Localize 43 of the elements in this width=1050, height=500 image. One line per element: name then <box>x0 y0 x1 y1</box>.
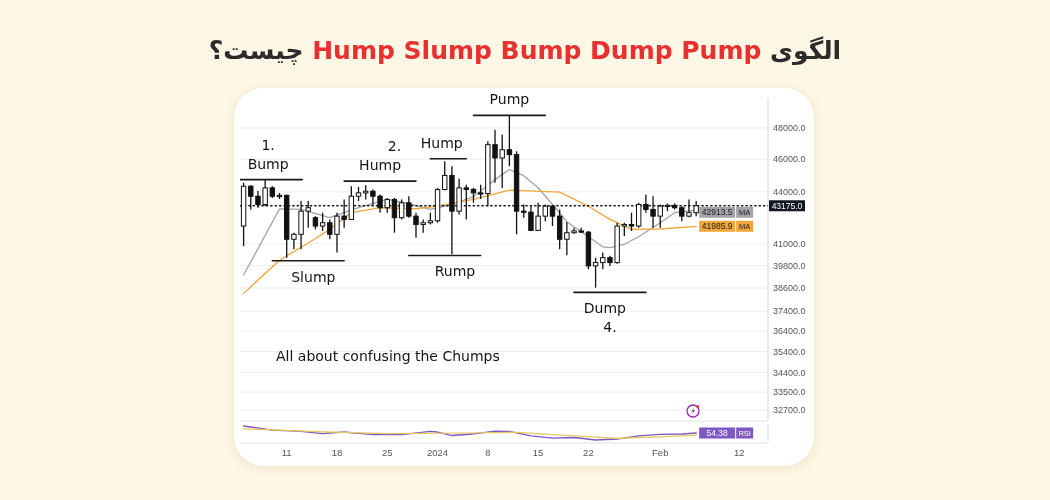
y-tick-label: 36400.0 <box>773 326 806 337</box>
ref-line-label: 43175.0 <box>771 200 803 211</box>
annotation: 54.38 <box>706 428 729 438</box>
annotation: All about confusing the Chumps <box>276 347 500 364</box>
annotation: Hump <box>359 157 402 174</box>
y-tick-label: 48000.0 <box>773 122 806 133</box>
candlestick <box>391 197 398 234</box>
y-tick-label: 33500.0 <box>773 387 806 398</box>
annotation: Dump <box>583 300 627 317</box>
x-tick-label: 18 <box>331 447 343 458</box>
y-tick-label: 37400.0 <box>773 306 806 317</box>
candlestick <box>549 204 556 227</box>
x-tick-label: 8 <box>485 447 491 458</box>
x-tick-label: 22 <box>583 447 594 458</box>
y-tick-label: 35400.0 <box>773 346 806 357</box>
y-tick-label: 34400.0 <box>773 367 806 378</box>
candlestick <box>319 212 326 232</box>
annotation: Hump <box>420 134 463 151</box>
y-tick-label: 44000.0 <box>773 186 806 197</box>
y-tick-label: 39800.0 <box>773 260 806 271</box>
x-tick-label: 25 <box>381 447 393 458</box>
x-tick-label: 11 <box>281 447 292 458</box>
annotation: Rump <box>434 263 476 280</box>
candlestick <box>592 257 599 289</box>
annotation: 1. <box>261 136 275 153</box>
annotation: Slump <box>291 268 336 285</box>
annotation: 2. <box>387 138 402 155</box>
y-tick-label: 38600.0 <box>773 283 806 294</box>
candlestick <box>628 212 635 232</box>
annotation: 4. <box>603 319 617 336</box>
x-tick-label: 15 <box>532 447 544 458</box>
candlestick <box>398 198 405 221</box>
x-tick-label: 2024 <box>426 447 449 458</box>
y-tick-label: 41000.0 <box>773 238 806 249</box>
data-label: 42913.5 <box>701 207 733 218</box>
y-tick-label: 32700.0 <box>773 404 806 415</box>
annotation: Pump <box>489 91 530 108</box>
line-series <box>242 189 697 295</box>
data-label: 41985.9 <box>701 221 733 232</box>
x-tick-label: 12 <box>733 447 745 458</box>
x-tick-label: Feb <box>652 447 669 458</box>
y-tick-label: 46000.0 <box>773 154 806 165</box>
annotation: Bump <box>247 155 289 172</box>
